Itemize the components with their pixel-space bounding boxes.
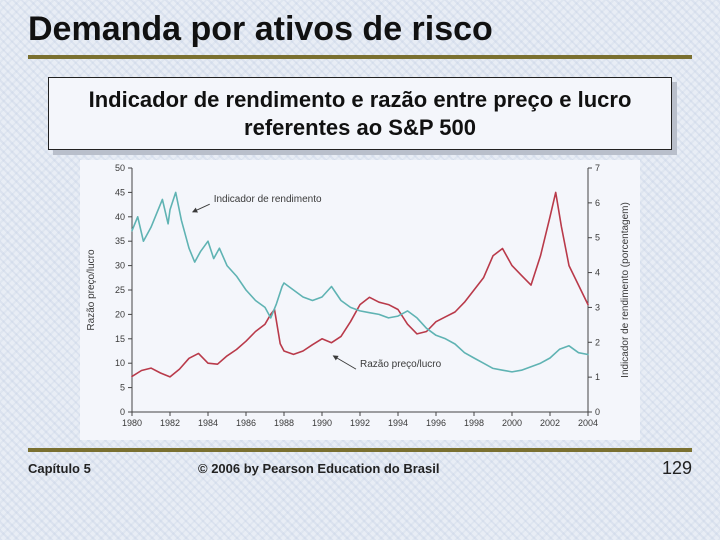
svg-text:30: 30 bbox=[115, 261, 125, 271]
subtitle: Indicador de rendimento e razão entre pr… bbox=[48, 77, 672, 150]
svg-text:40: 40 bbox=[115, 212, 125, 222]
svg-text:10: 10 bbox=[115, 358, 125, 368]
svg-text:1980: 1980 bbox=[122, 418, 142, 428]
svg-text:2000: 2000 bbox=[502, 418, 522, 428]
svg-text:1996: 1996 bbox=[426, 418, 446, 428]
svg-text:2004: 2004 bbox=[578, 418, 598, 428]
subtitle-box: Indicador de rendimento e razão entre pr… bbox=[48, 77, 672, 150]
svg-text:Indicador de rendimento (porce: Indicador de rendimento (porcentagem) bbox=[620, 202, 631, 378]
svg-text:1992: 1992 bbox=[350, 418, 370, 428]
svg-text:Razão preço/lucro: Razão preço/lucro bbox=[86, 249, 97, 331]
footer: Capítulo 5 © 2006 by Pearson Education d… bbox=[28, 458, 692, 479]
svg-text:3: 3 bbox=[595, 302, 600, 312]
sp500-chart: 0510152025303540455001234567198019821984… bbox=[80, 160, 640, 440]
svg-text:15: 15 bbox=[115, 334, 125, 344]
chapter-label: Capítulo 5 bbox=[28, 461, 198, 476]
svg-text:7: 7 bbox=[595, 163, 600, 173]
svg-text:2: 2 bbox=[595, 337, 600, 347]
svg-text:1990: 1990 bbox=[312, 418, 332, 428]
svg-text:1: 1 bbox=[595, 372, 600, 382]
svg-text:1998: 1998 bbox=[464, 418, 484, 428]
svg-text:Indicador de rendimento: Indicador de rendimento bbox=[214, 194, 322, 205]
page-number: 129 bbox=[632, 458, 692, 479]
svg-text:0: 0 bbox=[595, 407, 600, 417]
svg-text:0: 0 bbox=[120, 407, 125, 417]
chart-container: 0510152025303540455001234567198019821984… bbox=[68, 160, 652, 440]
footer-rule bbox=[28, 448, 692, 452]
svg-text:35: 35 bbox=[115, 236, 125, 246]
svg-text:50: 50 bbox=[115, 163, 125, 173]
svg-text:Razão preço/lucro: Razão preço/lucro bbox=[360, 359, 442, 370]
svg-text:1988: 1988 bbox=[274, 418, 294, 428]
svg-text:1982: 1982 bbox=[160, 418, 180, 428]
svg-text:1984: 1984 bbox=[198, 418, 218, 428]
svg-text:2002: 2002 bbox=[540, 418, 560, 428]
svg-text:5: 5 bbox=[595, 233, 600, 243]
svg-text:4: 4 bbox=[595, 268, 600, 278]
copyright-label: © 2006 by Pearson Education do Brasil bbox=[198, 461, 632, 476]
svg-text:6: 6 bbox=[595, 198, 600, 208]
svg-text:20: 20 bbox=[115, 309, 125, 319]
svg-text:1986: 1986 bbox=[236, 418, 256, 428]
svg-text:1994: 1994 bbox=[388, 418, 408, 428]
svg-text:5: 5 bbox=[120, 383, 125, 393]
title-rule bbox=[28, 55, 692, 59]
svg-text:45: 45 bbox=[115, 187, 125, 197]
page-title: Demanda por ativos de risco bbox=[28, 10, 692, 49]
svg-text:25: 25 bbox=[115, 285, 125, 295]
